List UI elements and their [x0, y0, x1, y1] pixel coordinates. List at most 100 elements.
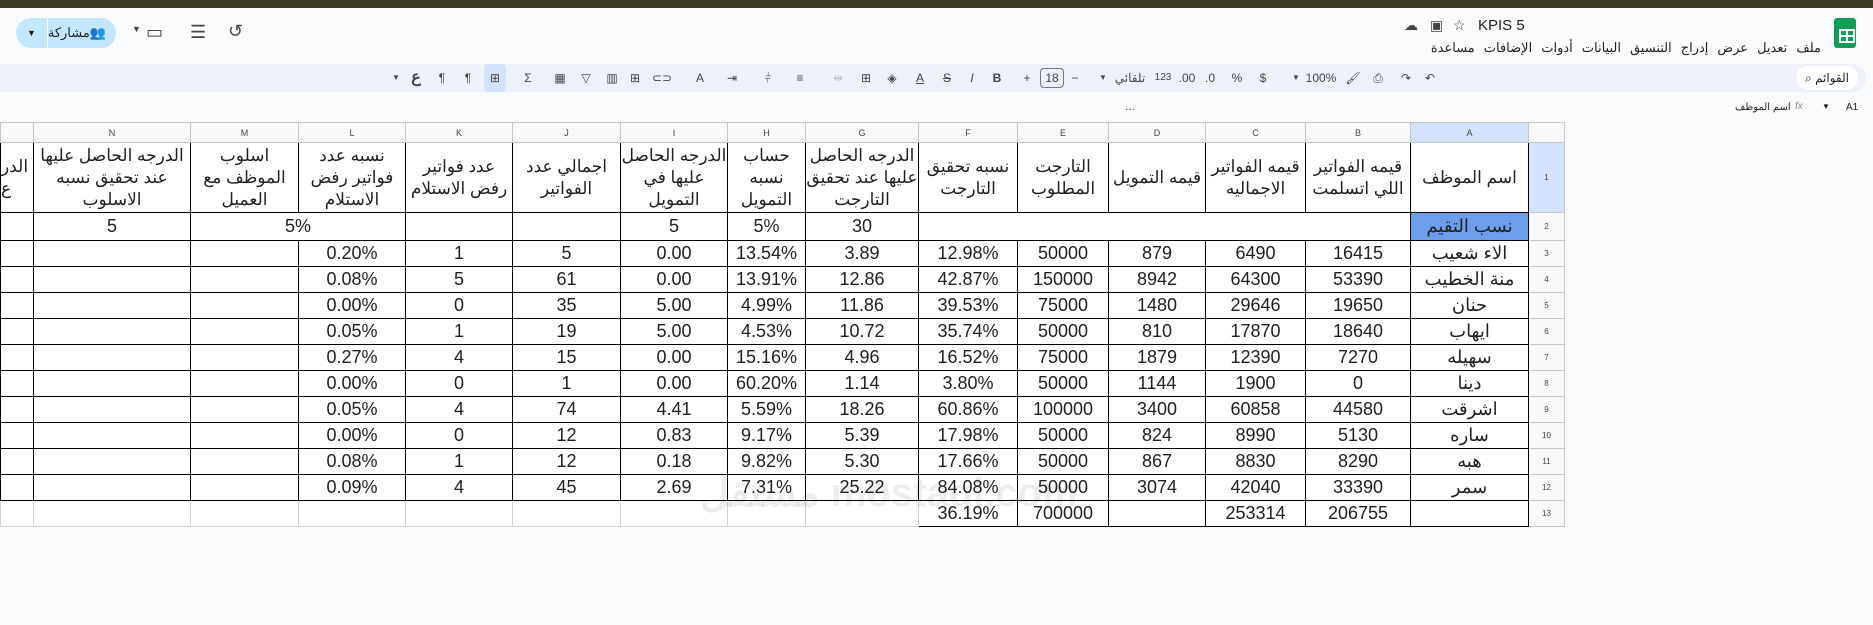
- formula-input[interactable]: اسم الموظف: [1735, 102, 1791, 113]
- column-header-J[interactable]: J: [512, 122, 621, 143]
- cell-B3[interactable]: 16415: [1305, 240, 1411, 267]
- cell-H2[interactable]: 5%: [727, 212, 806, 241]
- cell-B8[interactable]: 0: [1305, 370, 1411, 397]
- decrease-font-size-icon[interactable]: −: [1071, 71, 1079, 85]
- cell-E13[interactable]: 700000: [1017, 500, 1109, 527]
- cell-I2[interactable]: 5: [620, 212, 728, 241]
- cell-L3[interactable]: 0.20%: [298, 240, 406, 267]
- menu-item[interactable]: التنسيق: [1629, 40, 1672, 55]
- cell-C6[interactable]: 17870: [1205, 318, 1306, 345]
- cell-B13[interactable]: 206755: [1305, 500, 1411, 527]
- cell-H5[interactable]: 4.99%: [727, 292, 806, 319]
- cell-C4[interactable]: 64300: [1205, 266, 1306, 293]
- column-header-G[interactable]: G: [805, 122, 919, 143]
- insert-link-icon[interactable]: ⊂⊃: [652, 71, 673, 85]
- cell-G6[interactable]: 10.72: [805, 318, 919, 345]
- menu-item[interactable]: تعديل: [1757, 40, 1788, 55]
- cell-H4[interactable]: 13.91%: [727, 266, 806, 293]
- cell-A7[interactable]: سهيله: [1410, 344, 1529, 371]
- row-header-8[interactable]: 8: [1528, 370, 1565, 397]
- cell-N6[interactable]: [33, 318, 191, 345]
- text-color-button[interactable]: A: [915, 71, 924, 85]
- cell-B10[interactable]: 5130: [1305, 422, 1411, 449]
- row-header-11[interactable]: 11: [1528, 448, 1565, 475]
- cell-L5[interactable]: 0.00%: [298, 292, 406, 319]
- cell-H3[interactable]: 13.54%: [727, 240, 806, 267]
- cell-D9[interactable]: 3400: [1108, 396, 1206, 423]
- row-header-4[interactable]: 4: [1528, 266, 1565, 293]
- row-header-12[interactable]: 12: [1528, 474, 1565, 501]
- print-icon[interactable]: ⎙: [1373, 71, 1383, 85]
- cell-O5[interactable]: [0, 292, 34, 319]
- cell-I9[interactable]: 4.41: [620, 396, 728, 423]
- cell-J12[interactable]: 45: [512, 474, 621, 501]
- cell-D5[interactable]: 1480: [1108, 292, 1206, 319]
- cell-L11[interactable]: 0.08%: [298, 448, 406, 475]
- cell-D12[interactable]: 3074: [1108, 474, 1206, 501]
- cell-B2-F2-merged[interactable]: [918, 212, 1411, 241]
- cell-F6[interactable]: 35.74%: [918, 318, 1018, 345]
- cell-G3[interactable]: 3.89: [805, 240, 919, 267]
- cell-B12[interactable]: 33390: [1305, 474, 1411, 501]
- font-size-input[interactable]: 18: [1040, 68, 1064, 88]
- cell-J9[interactable]: 74: [512, 396, 621, 423]
- cell-H7[interactable]: 15.16%: [727, 344, 806, 371]
- cell-J11[interactable]: 12: [512, 448, 621, 475]
- cell-M7[interactable]: [190, 344, 299, 371]
- filter-icon[interactable]: ▽: [581, 71, 591, 85]
- cell-B1[interactable]: قيمه الفواتير اللي اتسلمت: [1305, 142, 1411, 213]
- functions-icon[interactable]: ▦: [554, 71, 566, 85]
- cloud-status-icon[interactable]: ☁: [1404, 17, 1418, 33]
- cell-E1[interactable]: التارجت المطلوب: [1017, 142, 1109, 213]
- column-header-L[interactable]: L: [298, 122, 406, 143]
- zoom-select[interactable]: 100%: [1305, 71, 1337, 85]
- cell-F5[interactable]: 39.53%: [918, 292, 1018, 319]
- cell-E8[interactable]: 50000: [1017, 370, 1109, 397]
- cell-K11[interactable]: 1: [405, 448, 513, 475]
- row-header-10[interactable]: 10: [1528, 422, 1565, 449]
- cell-I12[interactable]: 2.69: [620, 474, 728, 501]
- cell-I1[interactable]: الدرجه الحاصل عليها في التمويل: [620, 142, 728, 213]
- cell-O11[interactable]: [0, 448, 34, 475]
- text-wrap-icon[interactable]: ⇥: [726, 71, 738, 85]
- cell-B7[interactable]: 7270: [1305, 344, 1411, 371]
- cell-O1[interactable]: الدر ع: [0, 142, 34, 213]
- font-select[interactable]: تلقائي ...: [1114, 71, 1146, 113]
- cell-A8[interactable]: دينا: [1410, 370, 1529, 397]
- cell-B6[interactable]: 18640: [1305, 318, 1411, 345]
- insert-comment-icon[interactable]: ⊞: [629, 71, 641, 85]
- cell-E10[interactable]: 50000: [1017, 422, 1109, 449]
- redo-icon[interactable]: ↷: [1400, 71, 1412, 85]
- cell-K4[interactable]: 5: [405, 266, 513, 293]
- cell-A5[interactable]: حنان: [1410, 292, 1529, 319]
- cell-K8[interactable]: 0: [405, 370, 513, 397]
- cell-K9[interactable]: 4: [405, 396, 513, 423]
- cell-O2[interactable]: [0, 212, 34, 241]
- italic-button[interactable]: I: [970, 71, 974, 85]
- input-tools-dropdown-icon[interactable]: ▼: [392, 73, 400, 82]
- column-header-H[interactable]: H: [727, 122, 806, 143]
- column-header-D[interactable]: D: [1108, 122, 1206, 143]
- number-format-button[interactable]: 123: [1154, 72, 1172, 83]
- cell-C5[interactable]: 29646: [1205, 292, 1306, 319]
- cell-H8[interactable]: 60.20%: [727, 370, 806, 397]
- cell-N13[interactable]: [33, 500, 191, 527]
- cell-D3[interactable]: 879: [1108, 240, 1206, 267]
- cell-L2-M2-merged[interactable]: 5%: [190, 212, 406, 241]
- sheets-logo-icon[interactable]: [1834, 18, 1856, 48]
- cell-G7[interactable]: 4.96: [805, 344, 919, 371]
- cell-K1[interactable]: عدد فواتير رفض الاستلام: [405, 142, 513, 213]
- cell-I10[interactable]: 0.83: [620, 422, 728, 449]
- cell-E3[interactable]: 50000: [1017, 240, 1109, 267]
- cell-N7[interactable]: [33, 344, 191, 371]
- cell-C13[interactable]: 253314: [1205, 500, 1306, 527]
- cell-G8[interactable]: 1.14: [805, 370, 919, 397]
- cell-D13[interactable]: [1108, 500, 1206, 527]
- star-icon[interactable]: ☆: [1453, 17, 1466, 33]
- borders-icon[interactable]: ⊞: [860, 71, 872, 85]
- cell-C10[interactable]: 8990: [1205, 422, 1306, 449]
- row-header-5[interactable]: 5: [1528, 292, 1565, 319]
- cell-K12[interactable]: 4: [405, 474, 513, 501]
- cell-N11[interactable]: [33, 448, 191, 475]
- column-header-I[interactable]: I: [620, 122, 728, 143]
